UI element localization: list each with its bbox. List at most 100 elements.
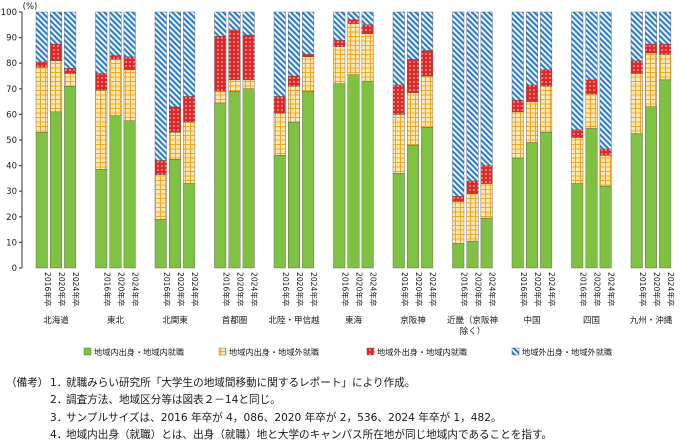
bar-segment-3 [214,36,227,92]
bar-segment-1 [645,106,657,269]
bar-segment-2 [452,201,465,244]
bar-segment-2 [407,92,419,146]
year-label: 2020年卒 [116,272,126,307]
bar-segment-3 [273,96,286,114]
bar-segment-1 [35,132,48,269]
bar-segment-2 [585,93,598,129]
bar-segment-2 [526,101,538,143]
year-label: 2024年卒 [607,272,617,307]
bar-segment-3 [288,75,300,87]
year-label: 2020年卒 [533,272,543,307]
bar-segment-4 [466,11,479,182]
bar-segment-3 [659,43,672,55]
year-label: 2016年卒 [400,272,410,307]
bar-segment-1 [273,155,286,269]
bar-segment-1 [214,102,227,269]
bar-segment-2 [361,33,374,82]
bar-segment-1 [630,133,643,269]
bar-segment-3 [585,79,598,95]
bar-segment-4 [585,11,598,81]
bar-segment-1 [511,157,524,269]
note-row-1: （備考） 1．就職みらい研究所「大学生の地域間移動に関するレポート」により作成。 [6,375,552,392]
bar-segment-2 [183,121,196,184]
bar-segment-4 [302,11,315,55]
bar-segment-2 [466,193,479,242]
bar-segment-3 [526,84,538,102]
bar-segment-4 [109,11,122,56]
bar-segment-4 [228,11,241,31]
bar-segment-1 [526,142,538,269]
bar-segment-4 [526,11,538,86]
bar-segment-3 [407,59,419,93]
bar-segment-3 [109,55,122,60]
year-label: 2020年卒 [176,272,186,307]
bar-segment-1 [571,183,584,269]
bar-segment-4 [95,11,108,74]
bar-segment-4 [64,11,77,69]
bar-segment-1 [392,173,405,269]
bar-segment-3 [466,180,479,194]
y-tick-label: 20 [6,213,17,223]
note-text: 就職みらい研究所「大学生の地域間移動に関するレポート」により作成。 [66,377,416,389]
bar-segment-1 [421,126,434,269]
y-tick-label: 50 [6,136,17,146]
bar-segment-1 [109,115,122,269]
axes: 0 10 20 30 40 50 60 70 80 90 100 (%) [1,2,38,274]
region-label: 東北 [107,315,125,326]
year-label: 2016年卒 [221,272,231,307]
year-label: 2016年卒 [162,272,172,307]
year-label: 2016年卒 [281,272,291,307]
bar-segment-4 [630,11,643,61]
region-label: 北陸・甲信越 [268,315,320,326]
region-label: 四国 [583,316,600,326]
bar-segment-2 [302,56,315,92]
bar-segment-3 [242,34,255,81]
y-tick-label: 90 [6,34,17,44]
note-number: 3． [50,411,68,424]
bar-segment-3 [540,69,553,87]
bar-segment-4 [288,11,300,77]
bar-segment-2 [333,46,346,84]
year-label: 2016年卒 [102,272,112,307]
bar-segment-2 [154,174,167,220]
bar-segment-2 [35,66,48,133]
bar-segment-3 [228,29,241,81]
bar-segment-1 [302,91,315,269]
bar-segment-3 [571,129,584,138]
year-label: 2024年卒 [666,272,676,307]
year-label: 2024年卒 [190,272,200,307]
legend-swatch [218,347,227,356]
bar-segment-3 [123,56,136,70]
legend-label: 地域外出身・地域内就職 [377,347,467,357]
year-label: 2020年卒 [295,272,305,307]
note-row-3: 3．サンプルサイズは、2016 年卒が 4，086、2020 年卒が 2，536… [6,410,552,427]
bar-segment-1 [154,219,167,269]
bar-segment-4 [659,11,672,45]
bar-segment-1 [242,88,255,269]
bar-segment-3 [480,165,493,184]
bar-segment-1 [452,243,465,269]
region-label: 首都圏 [222,315,248,326]
bar-segment-4 [154,11,167,161]
bar-segment-2 [228,79,241,92]
bar-segment-2 [392,114,405,174]
bar-segment-4 [347,11,360,20]
notes-lead: （備考） [6,377,49,389]
legend-label: 地域内出身・地域内就職 [94,347,184,357]
bar-segment-2 [599,155,612,187]
bar-segment-4 [50,11,62,45]
legend-swatch [511,347,520,356]
year-label: 2024年卒 [547,272,557,307]
note-number: 1． [50,377,68,389]
year-label: 2020年卒 [235,272,245,307]
bar-segment-1 [480,217,493,269]
year-label: 2024年卒 [250,272,260,307]
bar-segment-1 [659,79,672,269]
year-label: 2024年卒 [488,272,498,307]
region-label: 中国 [523,315,540,326]
legend-swatch [366,347,375,356]
year-label: 2020年卒 [652,272,662,307]
bar-segment-3 [361,24,374,34]
year-label: 2024年卒 [428,272,438,307]
bar-segment-2 [168,132,181,160]
